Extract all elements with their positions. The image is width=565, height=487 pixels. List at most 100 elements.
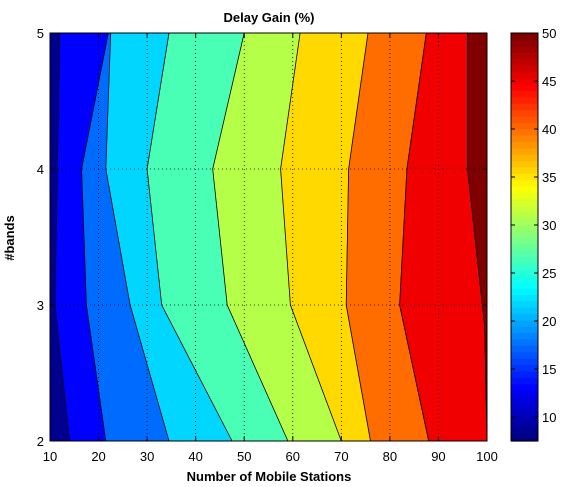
colorbar-segment bbox=[511, 313, 538, 321]
colorbar-segment bbox=[511, 377, 538, 385]
colorbar-segment bbox=[511, 396, 538, 404]
x-tick-label: 40 bbox=[188, 449, 202, 464]
colorbar-tick-label: 30 bbox=[542, 218, 556, 233]
colorbar-segment bbox=[511, 409, 538, 417]
colorbar-segment bbox=[511, 339, 538, 346]
contour-line bbox=[146, 32, 233, 442]
colorbar-segment bbox=[511, 128, 538, 136]
colorbar-segment bbox=[511, 281, 538, 289]
colorbar-ticks: 10 15 20 25 30 35 40 45 50 bbox=[511, 26, 556, 425]
colorbar-segment bbox=[511, 319, 538, 327]
contour-line bbox=[280, 32, 342, 442]
colorbar-segment bbox=[511, 205, 538, 213]
colorbar-segment bbox=[511, 300, 538, 308]
contour-lines bbox=[54, 32, 488, 442]
colorbar-segment bbox=[511, 383, 538, 391]
colorbar-segment bbox=[511, 179, 538, 187]
colorbar-segment bbox=[511, 326, 538, 334]
colorbar-segment bbox=[511, 147, 538, 155]
x-tick-label: 90 bbox=[431, 449, 445, 464]
plot-frame bbox=[49, 32, 488, 442]
x-tick-label: 20 bbox=[91, 449, 105, 464]
colorbar-segment bbox=[511, 402, 538, 410]
contour-line bbox=[212, 32, 289, 442]
colorbar-segment bbox=[511, 109, 538, 117]
x-axis-ticks: 10 20 30 40 50 60 70 80 90 100 bbox=[43, 33, 498, 464]
colorbar-segment bbox=[511, 256, 538, 264]
colorbar-segment bbox=[511, 135, 538, 142]
colorbar-segment bbox=[511, 154, 538, 162]
colorbar-segment bbox=[511, 364, 538, 372]
colorbar-segment bbox=[511, 192, 538, 200]
colorbar-tick-label: 40 bbox=[542, 122, 556, 137]
contour-line bbox=[105, 32, 170, 442]
colorbar-segment bbox=[511, 77, 538, 85]
colorbar-segment bbox=[511, 103, 538, 111]
colorbar-segment bbox=[511, 33, 538, 40]
y-tick-label: 2 bbox=[37, 434, 44, 449]
colorbar-segment bbox=[511, 45, 538, 53]
colorbar-segment bbox=[511, 224, 538, 232]
colorbar-segment bbox=[511, 166, 538, 174]
colorbar-segment bbox=[511, 198, 538, 206]
colorbar-segment bbox=[511, 211, 538, 219]
colorbar-segment bbox=[511, 332, 538, 340]
colorbar-segment bbox=[511, 217, 538, 225]
colorbar-segment bbox=[511, 160, 538, 168]
contour-line bbox=[467, 33, 488, 442]
colorbar-segment bbox=[511, 390, 538, 397]
contour-line bbox=[81, 32, 109, 442]
colorbar-segment bbox=[511, 237, 538, 244]
colorbar-segment bbox=[511, 243, 538, 251]
colorbar-segment bbox=[511, 428, 538, 436]
x-tick-label: 50 bbox=[237, 449, 251, 464]
y-tick-label: 3 bbox=[37, 298, 44, 313]
colorbar-segment bbox=[511, 307, 538, 315]
colorbar-segment bbox=[511, 351, 538, 359]
colorbar-segment bbox=[511, 64, 538, 72]
x-tick-label: 70 bbox=[334, 449, 348, 464]
y-axis-label: #bands bbox=[2, 215, 17, 261]
contour-line bbox=[54, 32, 70, 442]
colorbar-segment bbox=[511, 186, 538, 193]
colorbar-tick-label: 15 bbox=[542, 362, 556, 377]
colorbar-tick-label: 20 bbox=[542, 314, 556, 329]
colorbar-segment bbox=[511, 39, 538, 47]
colorbar-tick-label: 25 bbox=[542, 266, 556, 281]
x-tick-label: 100 bbox=[476, 449, 498, 464]
colorbar-segment bbox=[511, 249, 538, 257]
contour-fills bbox=[49, 32, 488, 442]
x-axis-label: Number of Mobile Stations bbox=[187, 469, 352, 484]
y-tick-label: 5 bbox=[37, 26, 44, 41]
colorbar-segment bbox=[511, 84, 538, 91]
colorbar-segment bbox=[511, 262, 538, 270]
colorbar bbox=[510, 32, 539, 442]
colorbar-segment bbox=[511, 52, 538, 60]
x-tick-label: 80 bbox=[383, 449, 397, 464]
colorbar-segment bbox=[511, 90, 538, 98]
colorbar-tick-label: 50 bbox=[542, 26, 556, 41]
colorbar-segment bbox=[511, 96, 538, 104]
colorbar-segment bbox=[511, 294, 538, 302]
colorbar-tick-label: 35 bbox=[542, 170, 556, 185]
colorbar-segment bbox=[511, 115, 538, 123]
y-tick-label: 4 bbox=[37, 162, 44, 177]
colorbar-segment bbox=[511, 288, 538, 295]
contour-line bbox=[399, 32, 430, 442]
colorbar-segment bbox=[511, 122, 538, 130]
x-tick-label: 30 bbox=[140, 449, 154, 464]
colorbar-segment bbox=[511, 58, 538, 66]
colorbar-segment bbox=[511, 141, 538, 149]
chart-title: Delay Gain (%) bbox=[223, 10, 314, 25]
colorbar-segment bbox=[511, 358, 538, 366]
colorbar-segment bbox=[511, 275, 538, 283]
x-tick-label: 10 bbox=[43, 449, 57, 464]
y-axis-ticks: 2 3 4 5 bbox=[37, 26, 487, 449]
colorbar-segment bbox=[511, 268, 538, 276]
colorbar-frame bbox=[510, 32, 539, 442]
colorbar-segment bbox=[511, 370, 538, 378]
colorbar-segment bbox=[511, 415, 538, 423]
colorbar-segment bbox=[511, 345, 538, 353]
colorbar-segment bbox=[511, 421, 538, 429]
